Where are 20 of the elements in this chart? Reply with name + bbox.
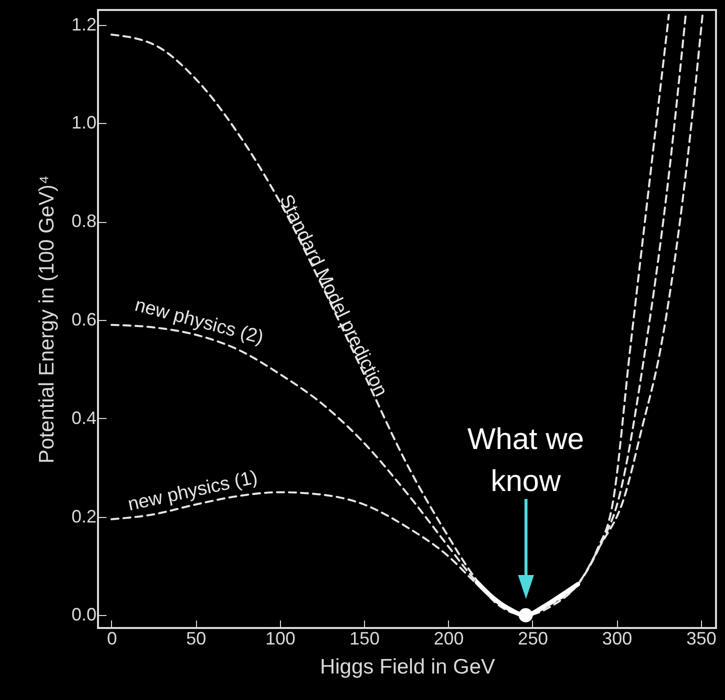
y-tick-label: 0.4 (71, 408, 96, 428)
x-tick-label: 100 (265, 628, 296, 648)
y-tick-label: 1.2 (71, 14, 96, 34)
x-tick-label: 200 (434, 628, 464, 648)
x-tick-label: 50 (186, 628, 206, 648)
x-axis-title: Higgs Field in GeV (320, 656, 496, 678)
y-tick-label: 0.2 (71, 506, 96, 526)
y-tick-label: 0.0 (71, 604, 96, 625)
x-tick-label: 250 (518, 628, 548, 648)
y-tick-label: 0.6 (71, 309, 96, 330)
annotation: What we know (467, 423, 584, 498)
text: new physics (2) (132, 294, 266, 349)
x-tick-label: 0 (106, 628, 117, 648)
y-tick-label: 1.0 (71, 112, 96, 133)
y-tick-label: 0.8 (71, 211, 96, 232)
x-tick-label: 300 (602, 628, 632, 648)
y-axis-title: Potential Energy in (100 GeV)⁴ (35, 175, 58, 464)
x-tick-label: 150 (350, 628, 380, 648)
x-tick-label: 350 (686, 628, 716, 648)
text: new physics (1) (126, 467, 260, 516)
